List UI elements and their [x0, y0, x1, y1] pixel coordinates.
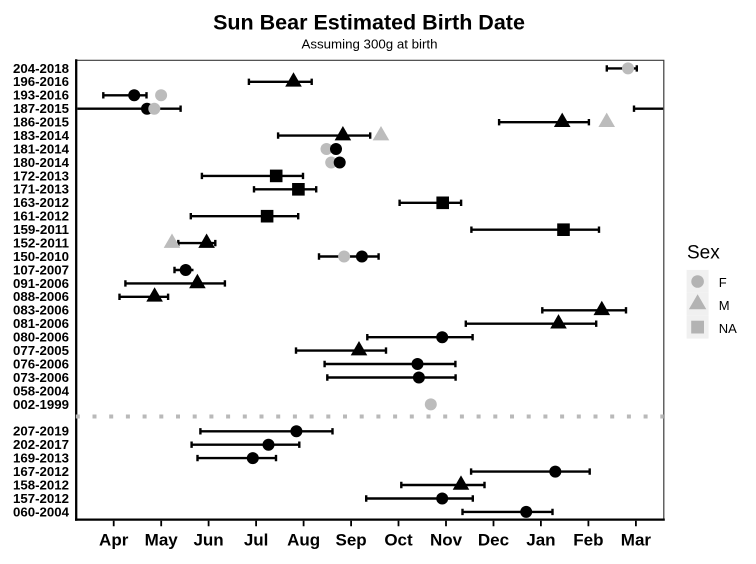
svg-text:171-2013: 171-2013 [13, 183, 69, 197]
svg-text:196-2016: 196-2016 [13, 75, 69, 89]
svg-text:091-2006: 091-2006 [13, 277, 69, 291]
svg-text:Sep: Sep [336, 530, 367, 549]
svg-text:Dec: Dec [478, 530, 509, 549]
svg-text:Jul: Jul [244, 530, 269, 549]
svg-text:172-2013: 172-2013 [13, 169, 69, 183]
svg-text:M: M [719, 298, 730, 313]
svg-text:157-2012: 157-2012 [13, 492, 69, 506]
svg-text:Nov: Nov [430, 530, 463, 549]
svg-text:Assuming 300g at birth: Assuming 300g at birth [301, 37, 437, 52]
svg-text:May: May [145, 530, 179, 549]
svg-text:169-2013: 169-2013 [13, 452, 69, 466]
svg-text:076-2006: 076-2006 [13, 357, 69, 371]
svg-text:193-2016: 193-2016 [13, 89, 69, 103]
svg-text:Sun Bear Estimated Birth Date: Sun Bear Estimated Birth Date [213, 11, 525, 35]
svg-text:159-2011: 159-2011 [13, 223, 69, 237]
svg-text:181-2014: 181-2014 [13, 142, 69, 156]
svg-text:080-2006: 080-2006 [13, 331, 69, 345]
svg-text:167-2012: 167-2012 [13, 465, 69, 479]
svg-text:073-2006: 073-2006 [13, 371, 69, 385]
svg-text:207-2019: 207-2019 [13, 425, 69, 439]
svg-text:180-2014: 180-2014 [13, 156, 69, 170]
svg-text:083-2006: 083-2006 [13, 304, 69, 318]
svg-text:Feb: Feb [573, 530, 603, 549]
svg-text:150-2010: 150-2010 [13, 250, 69, 264]
svg-text:F: F [719, 275, 727, 290]
svg-text:Oct: Oct [384, 530, 413, 549]
svg-text:183-2014: 183-2014 [13, 129, 69, 143]
svg-text:060-2004: 060-2004 [13, 505, 69, 519]
svg-text:077-2005: 077-2005 [13, 344, 69, 358]
svg-text:NA: NA [719, 321, 737, 336]
svg-text:002-1999: 002-1999 [13, 398, 69, 412]
svg-text:Mar: Mar [621, 530, 652, 549]
svg-text:Sex: Sex [687, 242, 720, 263]
svg-text:161-2012: 161-2012 [13, 210, 69, 224]
svg-text:081-2006: 081-2006 [13, 317, 69, 331]
svg-text:107-2007: 107-2007 [13, 263, 69, 277]
svg-text:152-2011: 152-2011 [13, 237, 69, 251]
svg-text:Jan: Jan [526, 530, 555, 549]
svg-text:163-2012: 163-2012 [13, 196, 69, 210]
svg-text:088-2006: 088-2006 [13, 290, 69, 304]
svg-text:Aug: Aug [287, 530, 320, 549]
svg-text:058-2004: 058-2004 [13, 384, 69, 398]
svg-text:158-2012: 158-2012 [13, 478, 69, 492]
svg-text:204-2018: 204-2018 [13, 62, 69, 76]
svg-text:187-2015: 187-2015 [13, 102, 69, 116]
svg-text:186-2015: 186-2015 [13, 116, 69, 130]
svg-text:202-2017: 202-2017 [13, 438, 69, 452]
svg-text:Apr: Apr [99, 530, 129, 549]
svg-text:Jun: Jun [193, 530, 223, 549]
